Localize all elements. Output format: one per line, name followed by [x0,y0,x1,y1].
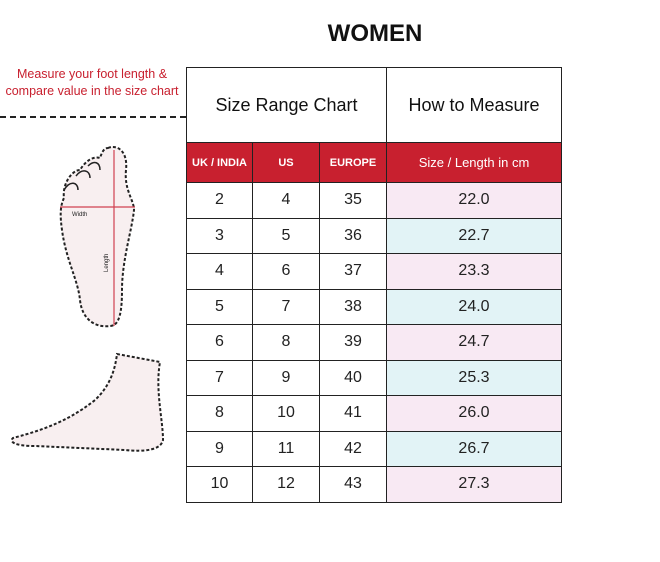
col-length-cm: Size / Length in cm [386,142,562,183]
us-size: 7 [252,288,320,325]
us-size: 4 [252,182,320,219]
europe-size: 43 [319,466,387,503]
table-row: 8 10 41 26.0 [186,395,562,432]
us-size: 10 [252,395,320,432]
col-europe: EUROPE [319,142,387,183]
us-size: 12 [252,466,320,503]
europe-size: 41 [319,395,387,432]
length-cm: 26.7 [386,430,562,467]
us-size: 11 [252,430,320,467]
length-cm: 25.3 [386,359,562,396]
uk-size: 8 [186,395,253,432]
uk-size: 4 [186,253,253,290]
uk-size: 2 [186,182,253,219]
europe-size: 39 [319,324,387,361]
table-row: 7 9 40 25.3 [186,359,562,396]
length-cm: 22.0 [386,182,562,219]
foot-side-illustration [10,352,165,452]
europe-size: 42 [319,430,387,467]
us-size: 9 [252,359,320,396]
table-row: 9 11 42 26.7 [186,430,562,467]
length-cm: 22.7 [386,217,562,254]
table-row: 5 7 38 24.0 [186,288,562,325]
col-uk-india: UK / INDIA [186,142,253,183]
length-cm: 23.3 [386,253,562,290]
uk-size: 3 [186,217,253,254]
uk-size: 5 [186,288,253,325]
uk-size: 6 [186,324,253,361]
length-cm: 27.3 [386,466,562,503]
uk-size: 7 [186,359,253,396]
width-label: Width [72,212,87,218]
us-size: 6 [252,253,320,290]
page-title: WOMEN [327,20,423,47]
how-to-measure-header: How to Measure [386,67,562,143]
europe-size: 37 [319,253,387,290]
uk-size: 10 [186,466,253,503]
table-row: 10 12 43 27.3 [186,466,562,503]
table-row: 3 5 36 22.7 [186,217,562,254]
table-row: 6 8 39 24.7 [186,324,562,361]
table-row: 4 6 37 23.3 [186,253,562,290]
col-us: US [252,142,320,183]
us-size: 5 [252,217,320,254]
size-range-header: Size Range Chart [186,67,387,143]
length-cm: 24.0 [386,288,562,325]
europe-size: 35 [319,182,387,219]
europe-size: 40 [319,359,387,396]
length-cm: 24.7 [386,324,562,361]
europe-size: 36 [319,217,387,254]
europe-size: 38 [319,288,387,325]
measure-note: Measure your foot length & compare value… [5,67,179,98]
length-cm: 26.0 [386,395,562,432]
table-row: 2 4 35 22.0 [186,182,562,219]
length-label: Length [104,254,110,272]
size-chart-table: Size Range Chart How to Measure UK / IND… [186,67,562,503]
us-size: 8 [252,324,320,361]
dashed-divider [0,116,186,118]
uk-size: 9 [186,430,253,467]
foot-sole-illustration: Width Length [59,146,136,328]
